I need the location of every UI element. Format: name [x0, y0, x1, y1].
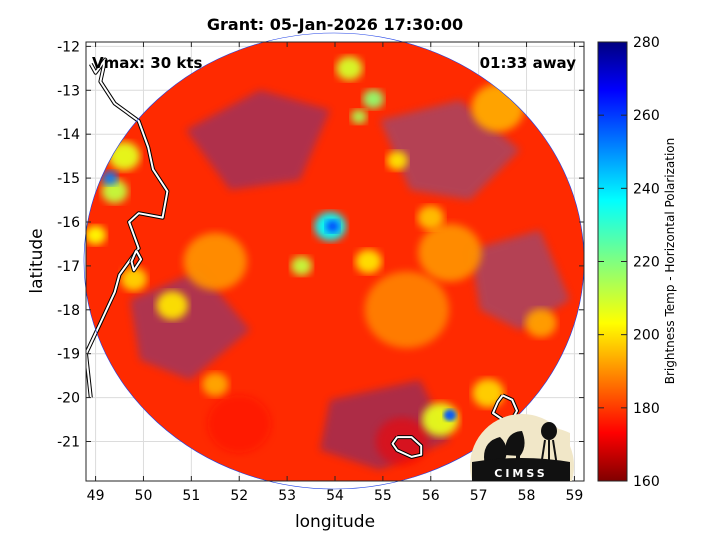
y-tick-label: -12 [57, 39, 80, 55]
brightness-temp-feature [290, 256, 313, 276]
cimss-logo: CIMSS [470, 414, 574, 481]
brightness-temp-feature [418, 223, 482, 282]
microwave-swath [86, 42, 584, 481]
y-tick-label: -13 [57, 83, 80, 99]
brightness-temp-feature [472, 378, 505, 408]
colorbar-tick-label: 240 [633, 181, 660, 197]
brightness-temp-feature [202, 372, 229, 397]
x-tick-label: 59 [566, 488, 584, 504]
brightness-temp-feature [207, 395, 271, 453]
brightness-temp-feature [120, 267, 148, 292]
x-tick-label: 53 [278, 488, 296, 504]
axis-tick-labels: 49 50 51 52 53 54 55 56 57 58 59 -12 -13 -14 -15 -16 -17… [57, 39, 583, 504]
x-tick-label: 58 [518, 488, 536, 504]
x-tick-label: 50 [135, 488, 153, 504]
y-tick-label: -20 [57, 391, 80, 407]
time-offset-annotation: 01:33 away [480, 54, 577, 72]
brightness-temp-feature [101, 179, 128, 204]
y-tick-label: -16 [57, 215, 80, 231]
water-tower-icon [541, 422, 557, 440]
x-tick-label: 54 [326, 488, 344, 504]
colorbar-tick-label: 160 [633, 474, 660, 490]
colorbar-tick-label: 220 [633, 255, 660, 271]
chart-title: Grant: 05-Jan-2026 17:30:00 [207, 15, 463, 34]
y-tick-label: -17 [57, 259, 80, 275]
x-axis-label: longitude [295, 512, 375, 532]
brightness-temp-feature [364, 271, 449, 349]
brightness-temp-feature [336, 56, 363, 81]
brightness-temp-feature [156, 291, 188, 320]
brightness-temp-feature [86, 225, 107, 245]
brightness-temp-feature [525, 308, 557, 338]
brightness-temp-feature [102, 170, 118, 186]
colorbar-ticks: 280 260 240 220 200 180 160 [598, 35, 660, 490]
x-tick-label: 49 [87, 488, 105, 504]
brightness-temp-feature [183, 232, 247, 291]
colorbar-tick-label: 180 [633, 401, 660, 417]
brightness-temp-feature [362, 89, 384, 109]
brightness-temp-feature [375, 417, 429, 466]
y-tick-label: -14 [57, 127, 80, 143]
y-tick-label: -21 [57, 434, 80, 450]
coastline-reunion [391, 436, 423, 458]
swath-features [86, 56, 557, 466]
x-tick-label: 52 [230, 488, 248, 504]
brightness-temp-feature [417, 205, 444, 230]
brightness-temp-feature [386, 150, 408, 171]
x-tick-label: 55 [374, 488, 392, 504]
brightness-temp-feature [443, 409, 457, 421]
coastline-sainte-marie [130, 250, 143, 272]
colorbar-tick-label: 200 [633, 328, 660, 344]
brightness-temp-feature [355, 249, 382, 274]
y-tick-label: -15 [57, 171, 80, 187]
x-tick-label: 56 [422, 488, 440, 504]
coastline-madagascar [86, 58, 169, 398]
colorbar-tick-label: 260 [633, 108, 660, 124]
axis-ticks [86, 42, 584, 481]
vmax-annotation: Vmax: 30 kts [92, 54, 202, 72]
brightness-temp-feature [325, 220, 340, 233]
x-tick-label: 51 [182, 488, 200, 504]
y-axis-label: latitude [27, 228, 47, 293]
brightness-temp-feature [351, 109, 367, 124]
logo-text: CIMSS [494, 467, 547, 480]
colorbar-tick-label: 280 [633, 35, 660, 51]
y-tick-label: -19 [57, 347, 80, 363]
x-tick-label: 57 [470, 488, 488, 504]
colorbar-label: Brightness Temp - Horizontal Polarizatio… [663, 138, 677, 385]
y-tick-label: -18 [57, 303, 80, 319]
